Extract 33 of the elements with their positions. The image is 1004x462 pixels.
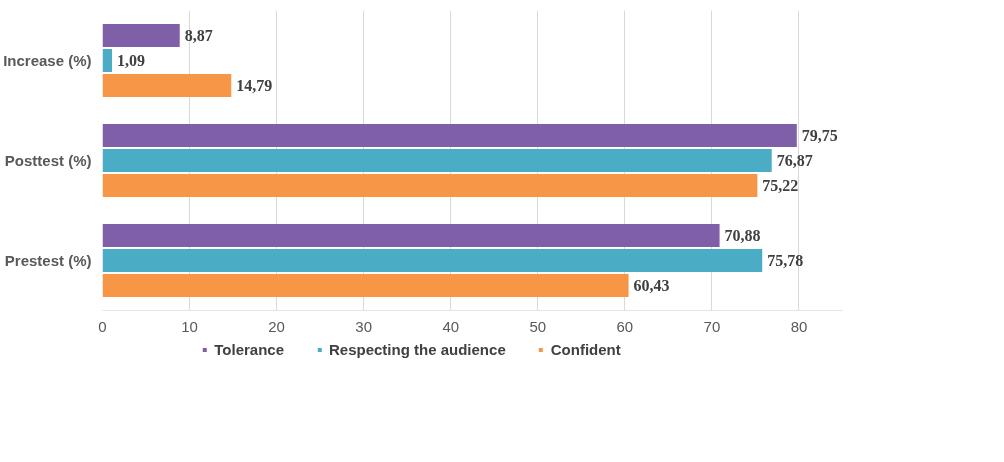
x-tick-label: 10 xyxy=(181,317,198,335)
data-label: 79,75 xyxy=(801,127,838,144)
bar xyxy=(102,174,758,197)
data-label: 14,79 xyxy=(236,77,273,94)
x-tick-label: 80 xyxy=(790,317,808,335)
bar xyxy=(102,274,629,297)
bar xyxy=(102,24,180,47)
bar xyxy=(102,49,112,72)
data-label: 76,87 xyxy=(776,152,813,169)
data-label: 75,22 xyxy=(762,177,799,194)
x-tick-label: 60 xyxy=(616,317,634,335)
data-label: 1,09 xyxy=(116,52,145,69)
data-label: 8,87 xyxy=(184,27,213,44)
y-tick-label: Posttest (%) xyxy=(4,152,92,169)
bar xyxy=(102,74,232,97)
bar xyxy=(102,249,763,272)
data-label: 75,78 xyxy=(767,252,804,269)
data-label: 70,88 xyxy=(724,227,761,244)
y-tick-label: Increase (%) xyxy=(3,52,92,69)
x-tick-label: 0 xyxy=(98,317,107,335)
legend-label: Respecting the audience xyxy=(329,340,506,358)
y-tick-label: Prestest (%) xyxy=(4,252,92,269)
bar xyxy=(102,224,720,247)
bar xyxy=(102,124,797,147)
legend-label: Confident xyxy=(550,340,621,358)
bar xyxy=(102,149,772,172)
x-tick-label: 50 xyxy=(529,317,547,335)
x-tick-label: 70 xyxy=(703,317,721,335)
x-tick-label: 40 xyxy=(442,317,460,335)
x-tick-label: 30 xyxy=(355,317,373,335)
legend-label: Tolerance xyxy=(214,340,285,358)
data-label: 60,43 xyxy=(633,277,670,294)
x-tick-label: 20 xyxy=(268,317,285,335)
